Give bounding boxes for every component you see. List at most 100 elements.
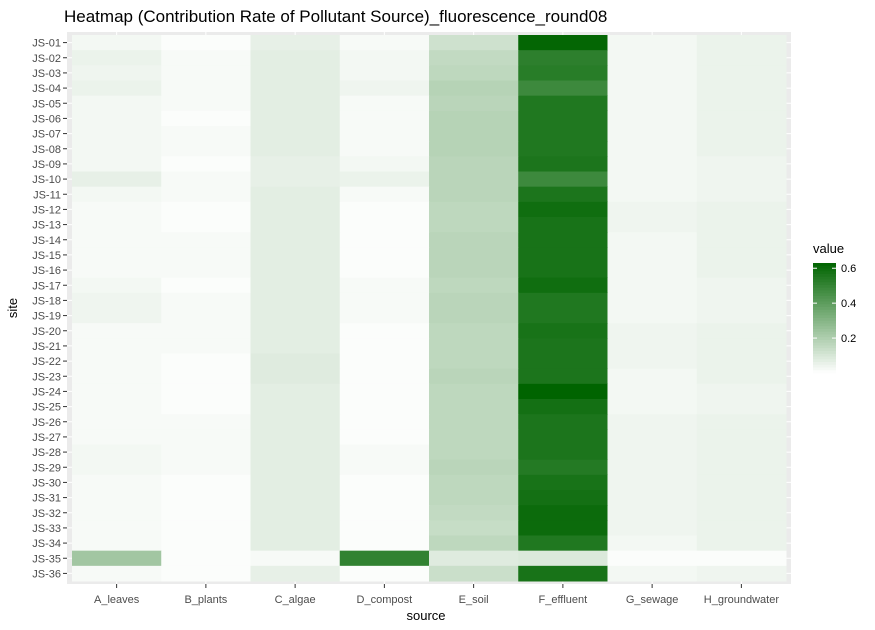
heatmap-cell-JS-06-F_effluent [518, 110, 608, 127]
y-tick-label: JS-30 [32, 477, 61, 489]
heatmap-cell-JS-24-D_compost [339, 383, 430, 400]
heatmap-cell-JS-06-D_compost [339, 110, 430, 127]
heatmap-cell-JS-24-H_groundwater [696, 383, 787, 400]
legend-color-step [813, 265, 836, 270]
legend-color-step [813, 340, 836, 344]
heatmap-cell-JS-07-B_plants [161, 126, 251, 142]
heatmap-cell-JS-11-A_leaves [72, 186, 162, 203]
heatmap-cell-JS-13-H_groundwater [696, 217, 787, 233]
heatmap-cell-JS-01-B_plants [161, 35, 251, 51]
y-axis-title: site [5, 298, 20, 318]
heatmap-cell-JS-13-G_sewage [607, 217, 698, 233]
legend-color-step [813, 290, 836, 294]
heatmap-cell-JS-21-B_plants [161, 338, 251, 354]
legend-color-step [813, 359, 836, 363]
heatmap-cell-JS-16-H_groundwater [696, 262, 787, 279]
heatmap-cell-JS-15-D_compost [339, 247, 430, 263]
heatmap-cell-JS-28-H_groundwater [696, 444, 787, 461]
heatmap-cell-JS-24-F_effluent [518, 383, 608, 400]
legend-color-step [813, 268, 836, 272]
heatmap-cell-JS-29-B_plants [161, 459, 251, 476]
heatmap-cell-JS-18-B_plants [161, 292, 251, 309]
heatmap-cell-JS-33-H_groundwater [696, 520, 787, 536]
heatmap-cell-JS-16-D_compost [339, 262, 430, 279]
heatmap-cell-JS-31-G_sewage [607, 490, 698, 506]
heatmap-cell-JS-27-H_groundwater [696, 429, 787, 445]
heatmap-cell-JS-01-F_effluent [518, 35, 608, 51]
heatmap-cell-JS-07-H_groundwater [696, 126, 787, 142]
heatmap-cell-JS-24-B_plants [161, 383, 251, 400]
heatmap-cell-JS-27-C_algae [250, 429, 341, 445]
heatmap-cell-JS-13-E_soil [429, 217, 519, 233]
heatmap-cell-JS-35-F_effluent [518, 550, 608, 567]
heatmap-cell-JS-33-G_sewage [607, 520, 698, 536]
heatmap-cell-JS-23-G_sewage [607, 368, 698, 385]
heatmap-cell-JS-15-C_algae [250, 247, 341, 263]
heatmap-cell-JS-31-A_leaves [72, 490, 162, 506]
heatmap-cell-JS-16-A_leaves [72, 262, 162, 279]
heatmap-cell-JS-10-E_soil [429, 171, 519, 188]
y-tick-label: JS-17 [32, 280, 61, 292]
heatmap-cell-JS-28-C_algae [250, 444, 341, 461]
heatmap-cell-JS-28-G_sewage [607, 444, 698, 461]
heatmap-cell-JS-25-F_effluent [518, 399, 608, 415]
y-tick-label: JS-34 [32, 538, 61, 550]
legend-color-step [813, 307, 836, 311]
heatmap-cell-JS-06-G_sewage [607, 110, 698, 127]
y-tick-label: JS-01 [32, 38, 61, 50]
heatmap-cell-JS-11-H_groundwater [696, 186, 787, 203]
heatmap-cell-JS-03-E_soil [429, 65, 519, 81]
heatmap-cell-JS-13-C_algae [250, 217, 341, 233]
y-tick-label: JS-18 [32, 295, 61, 307]
heatmap-cell-JS-30-C_algae [250, 474, 341, 491]
heatmap-cell-JS-11-C_algae [250, 186, 341, 203]
heatmap-cell-JS-30-G_sewage [607, 474, 698, 491]
heatmap-cell-JS-12-D_compost [339, 201, 430, 218]
heatmap-cell-JS-36-A_leaves [72, 565, 162, 582]
x-tick-label: D_compost [357, 594, 413, 606]
heatmap-cell-JS-34-G_sewage [607, 535, 698, 552]
heatmap-cell-JS-22-G_sewage [607, 353, 698, 370]
heatmap-cell-JS-28-D_compost [339, 444, 430, 461]
heatmap-cell-JS-20-D_compost [339, 323, 430, 339]
heatmap-cell-JS-03-C_algae [250, 65, 341, 81]
heatmap-cell-JS-32-H_groundwater [696, 505, 787, 521]
y-tick-label: JS-04 [32, 83, 61, 95]
heatmap-cell-JS-19-C_algae [250, 308, 341, 324]
heatmap-cell-JS-26-F_effluent [518, 414, 608, 430]
heatmap-cell-JS-25-G_sewage [607, 399, 698, 415]
legend-tick-label: 0.4 [841, 298, 856, 310]
heatmap-cell-JS-22-H_groundwater [696, 353, 787, 370]
legend-color-step [813, 312, 836, 316]
heatmap-cell-JS-22-F_effluent [518, 353, 608, 370]
heatmap-cell-JS-05-E_soil [429, 95, 519, 112]
heatmap-cell-JS-20-C_algae [250, 323, 341, 339]
heatmap-cell-JS-34-D_compost [339, 535, 430, 552]
heatmap-cell-JS-35-G_sewage [607, 550, 698, 567]
heatmap-cell-JS-18-A_leaves [72, 292, 162, 309]
heatmap-cell-JS-36-F_effluent [518, 565, 608, 582]
heatmap-cell-JS-30-B_plants [161, 474, 251, 491]
heatmap-cell-JS-11-B_plants [161, 186, 251, 203]
heatmap-cell-JS-15-A_leaves [72, 247, 162, 263]
heatmap-cell-JS-27-D_compost [339, 429, 430, 445]
heatmap-cell-JS-08-D_compost [339, 141, 430, 157]
legend-color-step [813, 304, 836, 308]
heatmap-cell-JS-08-G_sewage [607, 141, 698, 157]
heatmap-cell-JS-17-B_plants [161, 277, 251, 294]
heatmap-cell-JS-21-D_compost [339, 338, 430, 354]
heatmap-cell-JS-34-A_leaves [72, 535, 162, 552]
heatmap-cell-JS-02-B_plants [161, 50, 251, 66]
heatmap-cell-JS-29-F_effluent [518, 459, 608, 476]
y-tick-label: JS-10 [32, 174, 61, 186]
legend-ticks: 0.2 0.4 0.6 [813, 263, 856, 345]
legend-title: value [813, 241, 844, 256]
legend-tick-label: 0.6 [841, 263, 856, 275]
heatmap-cell-JS-22-C_algae [250, 353, 341, 370]
heatmap-cell-JS-11-D_compost [339, 186, 430, 203]
y-tick-label: JS-29 [32, 462, 61, 474]
heatmap-cell-JS-20-B_plants [161, 323, 251, 339]
heatmap-cell-JS-05-A_leaves [72, 95, 162, 112]
legend-color-step [813, 276, 836, 281]
